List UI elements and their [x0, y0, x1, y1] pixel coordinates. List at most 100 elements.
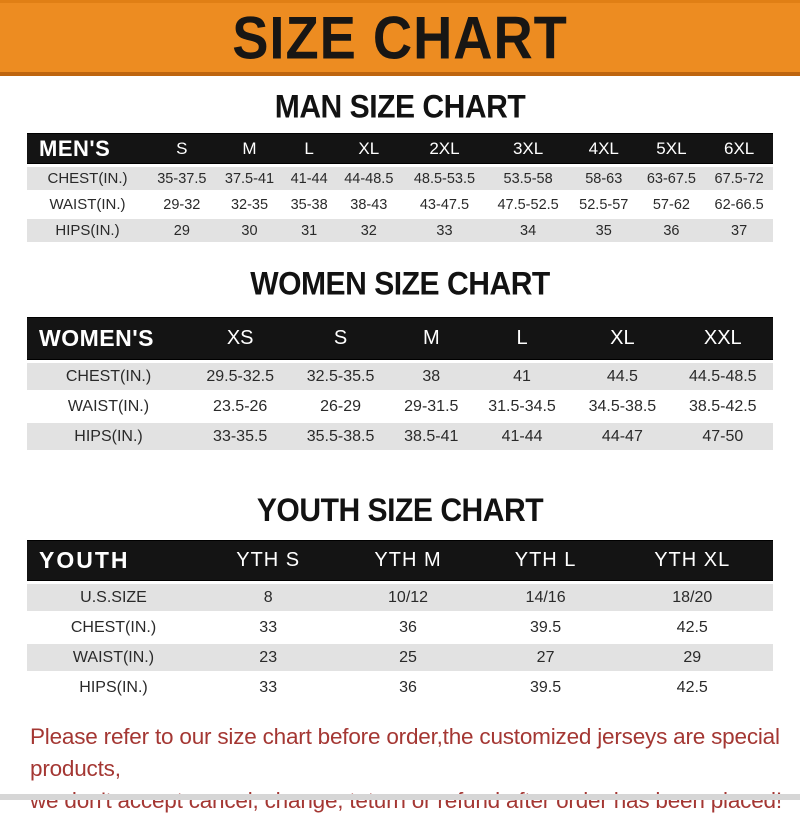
size-value-cell: 36	[336, 614, 480, 641]
size-column-header: L	[471, 317, 573, 360]
size-column-header: YTH L	[479, 540, 612, 581]
women-table-header-row: WOMEN'S XS S M L XL XXL	[27, 317, 773, 360]
size-column-header: YTH M	[336, 540, 480, 581]
size-value-cell: 29	[611, 644, 773, 671]
size-value-cell: 36	[336, 674, 480, 701]
size-column-header: L	[283, 133, 335, 164]
measurement-row: WAIST(IN.) 23.5-26 26-29 29-31.5 31.5-34.5 34…	[27, 393, 773, 420]
size-value-cell: 31	[283, 219, 335, 242]
size-value-cell: 47-50	[672, 423, 773, 450]
size-value-cell: 35.5-38.5	[290, 423, 391, 450]
size-column-header: YTH S	[200, 540, 337, 581]
measurement-row: HIPS(IN.) 33-35.5 35.5-38.5 38.5-41 41-44 44-…	[27, 423, 773, 450]
size-value-cell: 38.5-42.5	[672, 393, 773, 420]
size-value-cell: 38-43	[334, 193, 403, 216]
disclaimer-line-1: Please refer to our size chart before or…	[30, 724, 780, 781]
size-column-header: M	[390, 317, 472, 360]
row-label: WAIST(IN.)	[27, 193, 148, 216]
size-value-cell: 32	[334, 219, 403, 242]
size-value-cell: 33-35.5	[190, 423, 291, 450]
size-value-cell: 62-66.5	[705, 193, 773, 216]
size-value-cell: 44-47	[572, 423, 673, 450]
size-value-cell: 8	[200, 584, 337, 611]
youth-size-table: YOUTH YTH S YTH M YTH L YTH XL U.S.SIZE 8 10/…	[27, 537, 773, 704]
size-value-cell: 38.5-41	[390, 423, 472, 450]
size-value-cell: 44.5-48.5	[672, 363, 773, 390]
size-column-header: 2XL	[402, 133, 487, 164]
size-value-cell: 27	[479, 644, 612, 671]
size-value-cell: 43-47.5	[402, 193, 487, 216]
youth-table-header-row: YOUTH YTH S YTH M YTH L YTH XL	[27, 540, 773, 581]
women-size-table: WOMEN'S XS S M L XL XXL CHEST(IN.) 29.5-32.5 32…	[27, 314, 773, 453]
size-value-cell: 29-31.5	[390, 393, 472, 420]
size-column-header: M	[215, 133, 284, 164]
size-value-cell: 39.5	[479, 674, 612, 701]
measurement-row: HIPS(IN.) 29 30 31 32 33 34 35 36 37	[27, 219, 773, 242]
size-column-header: XL	[572, 317, 673, 360]
row-label: WAIST(IN.)	[27, 644, 200, 671]
size-value-cell: 33	[200, 614, 337, 641]
size-value-cell: 63-67.5	[637, 167, 706, 190]
size-value-cell: 29	[148, 219, 216, 242]
size-chart-banner: SIZE CHART	[0, 0, 800, 76]
size-value-cell: 37.5-41	[215, 167, 284, 190]
size-value-cell: 42.5	[611, 614, 773, 641]
size-value-cell: 31.5-34.5	[471, 393, 573, 420]
measurement-row: HIPS(IN.) 33 36 39.5 42.5	[27, 674, 773, 701]
size-value-cell: 18/20	[611, 584, 773, 611]
size-column-header: XS	[190, 317, 291, 360]
measurement-row: U.S.SIZE 8 10/12 14/16 18/20	[27, 584, 773, 611]
size-value-cell: 41-44	[283, 167, 335, 190]
size-value-cell: 44.5	[572, 363, 673, 390]
size-value-cell: 23.5-26	[190, 393, 291, 420]
bottom-edge-strip	[0, 794, 800, 800]
disclaimer-line-2: we don't accept cancel, change, teturn o…	[30, 788, 782, 813]
women-table-label: WOMEN'S	[27, 317, 190, 360]
youth-table-label: YOUTH	[27, 540, 200, 581]
women-section-heading: WOMEN SIZE CHART	[250, 265, 550, 303]
measurement-row: CHEST(IN.) 29.5-32.5 32.5-35.5 38 41 44.5 44.5…	[27, 363, 773, 390]
size-value-cell: 14/16	[479, 584, 612, 611]
man-section-heading: MAN SIZE CHART	[274, 88, 526, 126]
youth-section-heading: YOUTH SIZE CHART	[256, 491, 544, 529]
size-value-cell: 41	[471, 363, 573, 390]
size-value-cell: 36	[637, 219, 706, 242]
size-value-cell: 10/12	[336, 584, 480, 611]
size-value-cell: 34.5-38.5	[572, 393, 673, 420]
size-column-header: YTH XL	[611, 540, 773, 581]
size-value-cell: 35-38	[283, 193, 335, 216]
size-value-cell: 57-62	[637, 193, 706, 216]
size-column-header: XXL	[672, 317, 773, 360]
size-value-cell: 35-37.5	[148, 167, 216, 190]
size-value-cell: 25	[336, 644, 480, 671]
measurement-row: WAIST(IN.) 29-32 32-35 35-38 38-43 43-47.5 47.…	[27, 193, 773, 216]
measurement-row: CHEST(IN.) 35-37.5 37.5-41 41-44 44-48.5 48.5…	[27, 167, 773, 190]
size-value-cell: 38	[390, 363, 472, 390]
row-label: HIPS(IN.)	[27, 219, 148, 242]
row-label: HIPS(IN.)	[27, 423, 190, 450]
size-column-header: S	[148, 133, 216, 164]
size-value-cell: 23	[200, 644, 337, 671]
size-value-cell: 33	[200, 674, 337, 701]
size-value-cell: 29.5-32.5	[190, 363, 291, 390]
men-table-label: MEN'S	[27, 133, 148, 164]
size-value-cell: 47.5-52.5	[486, 193, 570, 216]
size-value-cell: 29-32	[148, 193, 216, 216]
size-column-header: S	[290, 317, 391, 360]
size-column-header: XL	[334, 133, 403, 164]
row-label: HIPS(IN.)	[27, 674, 200, 701]
size-value-cell: 42.5	[611, 674, 773, 701]
size-value-cell: 48.5-53.5	[402, 167, 487, 190]
row-label: CHEST(IN.)	[27, 363, 190, 390]
order-disclaimer: Please refer to our size chart before or…	[30, 721, 800, 817]
size-value-cell: 32-35	[215, 193, 284, 216]
size-value-cell: 37	[705, 219, 773, 242]
size-value-cell: 44-48.5	[334, 167, 403, 190]
size-value-cell: 53.5-58	[486, 167, 570, 190]
row-label: U.S.SIZE	[27, 584, 200, 611]
size-value-cell: 52.5-57	[569, 193, 638, 216]
size-column-header: 3XL	[486, 133, 570, 164]
size-value-cell: 41-44	[471, 423, 573, 450]
men-table-header-row: MEN'S S M L XL 2XL 3XL 4XL 5XL 6XL	[27, 133, 773, 164]
size-value-cell: 39.5	[479, 614, 612, 641]
